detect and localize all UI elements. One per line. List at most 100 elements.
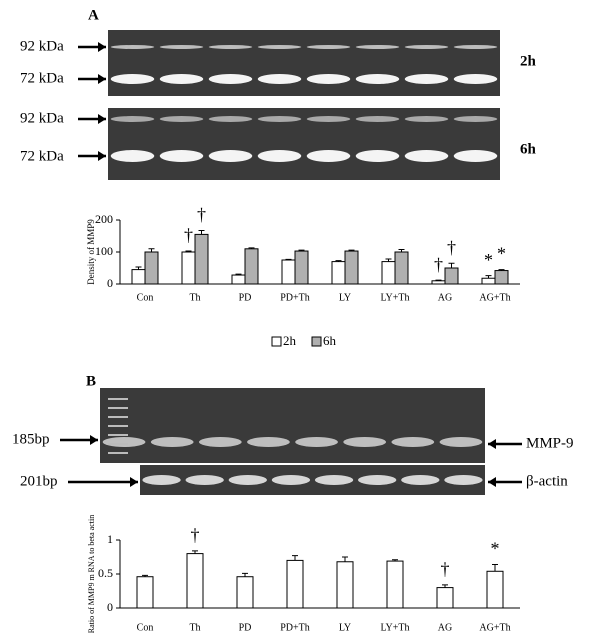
bar <box>436 587 454 609</box>
gel-band <box>453 74 498 84</box>
error-bar <box>498 269 505 271</box>
error-bar <box>335 260 342 262</box>
gel-band <box>355 74 400 84</box>
y-tick-label: 200 <box>95 212 113 226</box>
bar <box>236 576 254 609</box>
gel-band <box>314 475 354 485</box>
ladder-band <box>108 416 128 418</box>
gel-band <box>257 45 302 49</box>
gel-band <box>306 74 351 84</box>
gel-band <box>159 150 204 162</box>
gel-band <box>404 150 449 162</box>
gel-label: β-actin <box>526 473 568 489</box>
annotation: † <box>197 205 206 225</box>
error-bar <box>485 275 492 279</box>
gel-label: 92 kDa <box>20 38 64 54</box>
gel-band <box>404 74 449 84</box>
annotation: † <box>434 254 443 274</box>
time-label: 2h <box>520 53 537 69</box>
gel-band <box>228 475 267 485</box>
gel <box>100 388 485 463</box>
panel-label: B <box>86 373 96 389</box>
x-tick-label: LY <box>339 292 351 303</box>
x-tick-label: AG+Th <box>479 292 510 303</box>
gel-label: 72 kDa <box>20 70 64 86</box>
gel-label: 92 kDa <box>20 110 64 126</box>
gel-band <box>159 116 204 122</box>
y-axis-label: Density of MMP9 <box>86 219 96 285</box>
error-bar <box>298 249 305 252</box>
arrow-head <box>488 477 496 487</box>
gel-band <box>102 437 146 447</box>
gel-band <box>159 74 204 84</box>
bar <box>181 251 196 285</box>
bar <box>444 267 459 285</box>
error-bar <box>242 572 248 577</box>
x-tick-label: AG+Th <box>479 622 510 633</box>
legend-swatch <box>311 336 322 347</box>
gel-band <box>401 475 440 485</box>
x-tick-label: Th <box>189 622 200 633</box>
bar <box>244 248 259 285</box>
ladder-band <box>108 425 128 427</box>
error-bar <box>135 266 142 270</box>
gel-band <box>453 45 498 49</box>
gel-band <box>185 475 224 485</box>
y-tick-label: 100 <box>95 244 113 258</box>
bar <box>131 269 146 285</box>
legend-swatch <box>271 336 282 347</box>
ladder-band <box>108 434 128 436</box>
bar <box>136 576 154 609</box>
gel-label: 185bp <box>12 431 50 447</box>
y-tick-label: 1 <box>107 532 113 546</box>
bar <box>144 251 159 285</box>
gel-band <box>355 150 400 162</box>
bar <box>431 280 446 285</box>
legend-label: 2h <box>283 333 297 348</box>
arrow-head <box>98 74 106 84</box>
gel-band <box>391 437 435 447</box>
gel-band <box>208 45 253 49</box>
gel-label: 201bp <box>20 473 58 489</box>
gel-band <box>343 437 387 447</box>
x-tick-label: PD <box>239 292 252 303</box>
bar <box>231 274 246 285</box>
error-bar <box>348 249 355 252</box>
legend-label: 6h <box>323 333 337 348</box>
annotation: * <box>484 250 493 270</box>
ladder-band <box>108 452 128 454</box>
gel-band <box>404 45 449 49</box>
gel-band <box>444 475 483 485</box>
gel-band <box>110 150 155 162</box>
arrow-head <box>98 42 106 52</box>
bar <box>331 261 346 285</box>
bar <box>286 559 304 609</box>
annotation: † <box>191 525 200 545</box>
x-tick-label: LY+Th <box>380 622 409 633</box>
error-bar <box>198 230 205 235</box>
annotation: * <box>491 539 500 559</box>
gel-band <box>257 74 302 84</box>
panel-label: A <box>88 7 99 23</box>
x-tick-label: AG <box>438 622 452 633</box>
gel-band <box>355 45 400 49</box>
gel-band <box>404 116 449 122</box>
error-bar <box>435 279 442 281</box>
error-bar <box>235 273 242 276</box>
error-bar <box>142 574 148 577</box>
x-tick-label: AG <box>438 292 452 303</box>
x-tick-label: PD <box>239 622 252 633</box>
bar <box>486 570 504 609</box>
arrow-head <box>90 435 98 445</box>
gel-band <box>306 45 351 49</box>
gel-band <box>110 45 155 49</box>
gel-band <box>439 437 483 447</box>
gel-band <box>142 475 181 485</box>
gel-band <box>453 116 498 122</box>
error-bar <box>398 248 405 252</box>
x-tick-label: Con <box>137 292 154 303</box>
error-bar <box>448 262 455 268</box>
arrow-head <box>130 477 138 487</box>
error-bar <box>292 555 298 561</box>
time-label: 6h <box>520 141 537 157</box>
